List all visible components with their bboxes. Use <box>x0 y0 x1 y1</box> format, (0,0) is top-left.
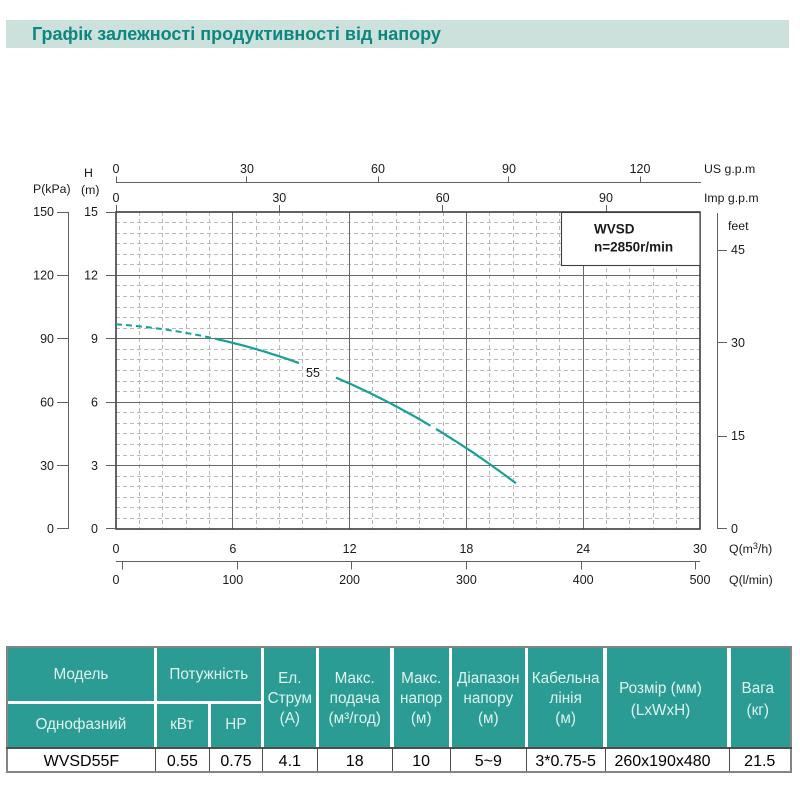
svg-text:30: 30 <box>240 162 254 176</box>
svg-text:0: 0 <box>47 522 54 536</box>
svg-text:30: 30 <box>693 542 707 556</box>
svg-text:0: 0 <box>113 542 120 556</box>
svg-text:0: 0 <box>113 191 120 205</box>
svg-text:(m): (m) <box>81 183 99 197</box>
svg-text:0: 0 <box>731 522 738 536</box>
svg-text:P(kPa): P(kPa) <box>33 182 71 196</box>
svg-text:60: 60 <box>40 395 54 409</box>
svg-text:H: H <box>84 166 93 180</box>
svg-text:200: 200 <box>339 573 360 587</box>
svg-text:18: 18 <box>459 542 473 556</box>
svg-text:90: 90 <box>599 191 613 205</box>
svg-text:15: 15 <box>731 429 745 443</box>
svg-text:30: 30 <box>272 191 286 205</box>
svg-text:30: 30 <box>40 459 54 473</box>
svg-text:120: 120 <box>33 269 54 283</box>
svg-text:150: 150 <box>33 205 54 219</box>
svg-text:6: 6 <box>91 395 98 409</box>
svg-text:300: 300 <box>456 573 477 587</box>
svg-text:100: 100 <box>222 573 243 587</box>
svg-text:90: 90 <box>502 162 516 176</box>
svg-text:120: 120 <box>630 162 651 176</box>
svg-text:30: 30 <box>731 336 745 350</box>
svg-text:500: 500 <box>690 573 711 587</box>
svg-text:45: 45 <box>731 243 745 257</box>
svg-text:90: 90 <box>40 332 54 346</box>
svg-text:12: 12 <box>84 269 98 283</box>
svg-text:0: 0 <box>91 522 98 536</box>
svg-text:9: 9 <box>91 332 98 346</box>
svg-text:Imp g.p.m: Imp g.p.m <box>704 191 759 205</box>
svg-text:Q(m3/h): Q(m3/h) <box>729 541 772 556</box>
svg-text:12: 12 <box>343 542 357 556</box>
svg-text:WVSD: WVSD <box>594 222 635 237</box>
svg-text:3: 3 <box>91 459 98 473</box>
svg-text:US g.p.m: US g.p.m <box>704 162 755 176</box>
svg-text:24: 24 <box>576 542 590 556</box>
svg-text:15: 15 <box>84 205 98 219</box>
svg-text:55: 55 <box>306 366 320 380</box>
svg-text:0: 0 <box>113 573 120 587</box>
svg-text:0: 0 <box>113 162 120 176</box>
svg-text:Q(l/min): Q(l/min) <box>729 573 773 587</box>
svg-text:6: 6 <box>229 542 236 556</box>
svg-text:n=2850r/min: n=2850r/min <box>594 240 673 255</box>
svg-text:feet: feet <box>728 219 749 233</box>
svg-text:60: 60 <box>436 191 450 205</box>
svg-text:400: 400 <box>573 573 594 587</box>
svg-text:60: 60 <box>371 162 385 176</box>
